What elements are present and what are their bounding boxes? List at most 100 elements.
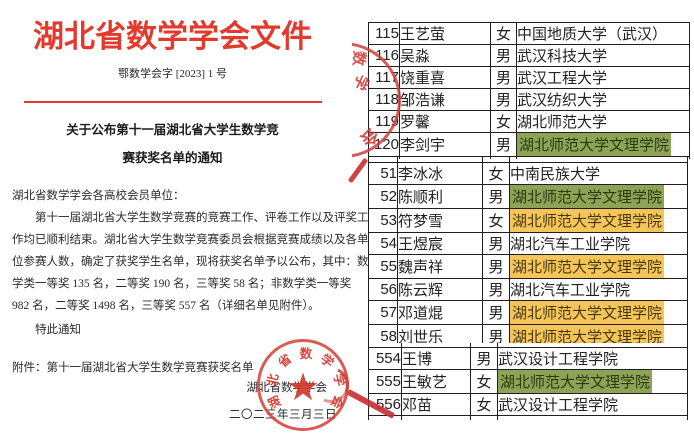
name-cell: 符梦雪 [397, 207, 483, 233]
body-line: 位参赛人数，确定了获奖学生名单，现将获奖名单予以公布，其中：数 [12, 256, 369, 268]
document-number: 鄂数学会字 [2023] 1 号 [117, 68, 228, 80]
table-row: 55 魏声祥男湖北师范大学文理学院 [368, 253, 688, 279]
highlighted-school: 湖北师范大学文理学院 [510, 255, 665, 277]
table-row: 57 邓道焜男湖北师范大学文理学院 [368, 299, 688, 325]
rank-cell: 53 [368, 207, 398, 233]
rank-cell: 555 [368, 368, 402, 394]
school-cell: 湖北师范大学文理学院 [509, 207, 688, 233]
table-row: 120 李剑宇男湖北师范大学文理学院 [368, 132, 690, 157]
body-line: 学类一等奖 135 名，二等奖 190 名，三等奖 58 名；非数学类一等奖 [12, 278, 352, 290]
table-row: 115 王艺萤女中国地质大学（武汉） [368, 22, 690, 45]
notice-heading: 关于公布第十一届湖北省大学生数学竞 赛获奖名单的通知 [0, 116, 345, 172]
rank-cell: 115 [368, 22, 400, 45]
table-row: 56 陈云辉男湖北汽车工业学院 [368, 277, 688, 301]
school-cell: 湖北师范大学文理学院 [509, 183, 688, 209]
highlighted-school: 湖北师范大学文理学院 [510, 325, 665, 343]
rank-cell: 51 [368, 161, 398, 185]
gender-cell: 男 [482, 231, 510, 255]
gender-cell: 男 [490, 66, 517, 89]
table-row: 118 邹浩谦男武汉纺织大学 [368, 88, 690, 111]
table-row: 119 罗馨女湖北师范大学 [368, 110, 690, 133]
document-title: 湖北省数学学会文件 [33, 19, 312, 54]
red-divider [23, 101, 322, 103]
name-cell: 魏声祥 [397, 253, 483, 279]
name-cell: 陈云辉 [397, 277, 483, 301]
gender-cell: 女 [482, 161, 510, 185]
school-cell [497, 414, 688, 420]
table-row: 556 邓苗女武汉设计工程学院 [368, 392, 688, 416]
seal-character: 数 [299, 347, 313, 361]
table-row: 117 饶重喜男武汉工程大学 [368, 66, 690, 89]
rank-cell: 56 [368, 277, 398, 301]
name-cell: 王艺萤 [399, 22, 491, 45]
rank-cell: 58 [368, 323, 398, 343]
school-cell: 武汉设计工程学院 [497, 346, 688, 370]
table-row: 58 刘世乐男湖北师范大学文理学院 [368, 323, 688, 343]
school-cell: 武汉工程大学 [516, 66, 690, 89]
gender-cell: 男 [482, 277, 510, 301]
table-row: 54 王煜宸男湖北汽车工业学院 [368, 231, 688, 255]
table-row: 51 李冰冰女中南民族大学 [368, 161, 688, 185]
gender-cell: 男 [482, 323, 510, 343]
name-cell: 饶重喜 [399, 66, 491, 89]
school-cell: 中国地质大学（武汉） [516, 22, 690, 45]
highlighted-school: 湖北师范大学文理学院 [510, 209, 665, 231]
gender-cell: 男 [490, 132, 517, 157]
attachment-line: 附件：第十一届湖北省大学生数学竞赛获奖名单 [12, 361, 254, 374]
rank-cell: 57 [368, 299, 398, 325]
name-cell: 王煜宸 [397, 231, 483, 255]
body-line: 第十一届湖北省大学生数学竞赛的竞赛工作、评卷工作以及评奖工 [35, 212, 369, 224]
document-body: 第十一届湖北省大学生数学竞赛的竞赛工作、评卷工作以及评奖工 作均已顺利结束。湖北… [12, 207, 369, 317]
gender-cell: 男 [470, 346, 498, 370]
official-document: 湖北省数学学会文件 鄂数学会字 [2023] 1 号 关于公布第十一届湖北省大学… [0, 0, 369, 436]
salutation: 湖北省数学学会各高校会员单位： [12, 190, 185, 202]
notice-heading-line2: 赛获奖名单的通知 [122, 151, 223, 165]
school-cell: 湖北师范大学文理学院 [509, 299, 688, 325]
gender-cell: 女 [490, 22, 517, 45]
name-cell: 李冰冰 [397, 161, 483, 185]
school-cell: 湖北汽车工业学院 [509, 277, 688, 301]
highlighted-school: 湖北师范大学文理学院 [517, 133, 672, 156]
name-cell: 吴淼 [399, 44, 491, 67]
school-cell: 武汉设计工程学院 [497, 392, 688, 416]
closing-line: 特此通知 [35, 324, 81, 336]
school-cell: 湖北汽车工业学院 [509, 231, 688, 255]
school-cell: 湖北师范大学文理学院 [509, 253, 688, 279]
rank-cell: 55 [368, 253, 398, 279]
table-row: 116 吴淼男武汉科技大学 [368, 44, 690, 67]
highlighted-school: 湖北师范大学文理学院 [510, 301, 665, 323]
table-row: 53 符梦雪女湖北师范大学文理学院 [368, 207, 688, 233]
school-cell: 武汉科技大学 [516, 44, 690, 67]
rank-cell: 54 [368, 231, 398, 255]
school-cell: 湖北师范大学 [516, 110, 690, 133]
table-row: 52 陈顺利男湖北师范大学文理学院 [368, 183, 688, 209]
name-cell: 王博 [401, 346, 471, 370]
gender-cell: 男 [482, 183, 510, 209]
name-cell: 刘世乐 [397, 323, 483, 343]
rank-cell [368, 414, 402, 420]
gender-cell [470, 414, 498, 420]
school-cell: 武汉纺织大学 [516, 88, 690, 111]
highlighted-school: 湖北师范大学文理学院 [498, 370, 653, 392]
rank-cell: 554 [368, 346, 402, 370]
body-line: 作均已顺利结束。湖北省大学生数学竞赛委员会根据竞赛成绩以及各单 [12, 234, 369, 246]
name-cell [401, 414, 471, 420]
gender-cell: 女 [470, 368, 498, 394]
official-seal: ★ 湖 北 省 数 学 学 会 [257, 339, 349, 431]
school-cell: 湖北师范大学文理学院 [497, 368, 688, 394]
notice-heading-line1: 关于公布第十一届湖北省大学生数学竞 [66, 123, 279, 137]
school-cell: 湖北师范大学文理学院 [516, 132, 690, 157]
stamp-clip-region [352, 36, 410, 166]
name-cell: 陈顺利 [397, 183, 483, 209]
gender-cell: 女 [470, 392, 498, 416]
gender-cell: 男 [482, 253, 510, 279]
name-cell: 罗馨 [399, 110, 491, 133]
star-icon: ★ [285, 365, 321, 409]
highlighted-school: 湖北师范大学文理学院 [510, 185, 665, 207]
gender-cell: 男 [490, 44, 517, 67]
name-cell: 李剑宇 [399, 132, 491, 157]
table-row: 554 王博男武汉设计工程学院 [368, 346, 688, 370]
gender-cell: 男 [482, 299, 510, 325]
school-cell: 湖北师范大学文理学院 [509, 323, 688, 343]
